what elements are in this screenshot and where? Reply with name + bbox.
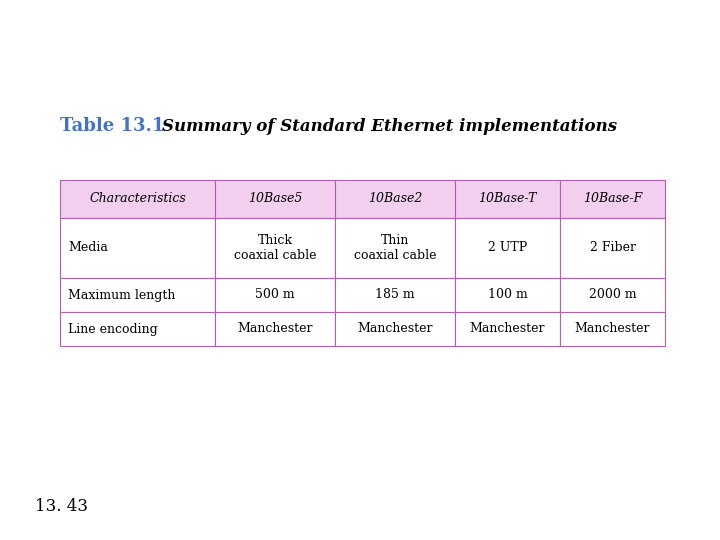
Text: Characteristics: Characteristics bbox=[89, 192, 186, 206]
Text: 100 m: 100 m bbox=[487, 288, 527, 301]
Text: Line encoding: Line encoding bbox=[68, 322, 158, 335]
Bar bbox=[455, 180, 560, 218]
Text: Summary of Standard Ethernet implementations: Summary of Standard Ethernet implementat… bbox=[162, 118, 617, 135]
Bar bbox=[560, 218, 665, 278]
Bar bbox=[215, 218, 335, 278]
Bar bbox=[60, 180, 215, 218]
Bar bbox=[60, 218, 215, 278]
Text: 13. 43: 13. 43 bbox=[35, 498, 88, 515]
Bar bbox=[60, 278, 215, 312]
Text: Maximum length: Maximum length bbox=[68, 288, 176, 301]
Text: 10Base-T: 10Base-T bbox=[478, 192, 536, 206]
Text: 10Base5: 10Base5 bbox=[248, 192, 302, 206]
Bar bbox=[215, 312, 335, 346]
Bar bbox=[560, 278, 665, 312]
Text: Table 13.1: Table 13.1 bbox=[60, 117, 164, 135]
Bar bbox=[455, 218, 560, 278]
Text: Manchester: Manchester bbox=[469, 322, 545, 335]
Bar bbox=[335, 312, 455, 346]
Bar bbox=[215, 278, 335, 312]
Bar bbox=[335, 180, 455, 218]
Bar bbox=[560, 180, 665, 218]
Text: 500 m: 500 m bbox=[255, 288, 294, 301]
Text: Manchester: Manchester bbox=[575, 322, 650, 335]
Text: Media: Media bbox=[68, 241, 108, 254]
Text: Thick
coaxial cable: Thick coaxial cable bbox=[234, 234, 316, 262]
Text: 2000 m: 2000 m bbox=[589, 288, 636, 301]
Bar bbox=[60, 312, 215, 346]
Text: 2 UTP: 2 UTP bbox=[488, 241, 527, 254]
Bar bbox=[335, 218, 455, 278]
Bar bbox=[455, 278, 560, 312]
Bar bbox=[455, 312, 560, 346]
Text: 185 m: 185 m bbox=[375, 288, 415, 301]
Text: Manchester: Manchester bbox=[238, 322, 312, 335]
Text: 2 Fiber: 2 Fiber bbox=[590, 241, 636, 254]
Bar bbox=[560, 312, 665, 346]
Text: 10Base-F: 10Base-F bbox=[583, 192, 642, 206]
Text: Thin
coaxial cable: Thin coaxial cable bbox=[354, 234, 436, 262]
Bar bbox=[335, 278, 455, 312]
Text: 10Base2: 10Base2 bbox=[368, 192, 422, 206]
Bar bbox=[215, 180, 335, 218]
Text: Manchester: Manchester bbox=[357, 322, 433, 335]
